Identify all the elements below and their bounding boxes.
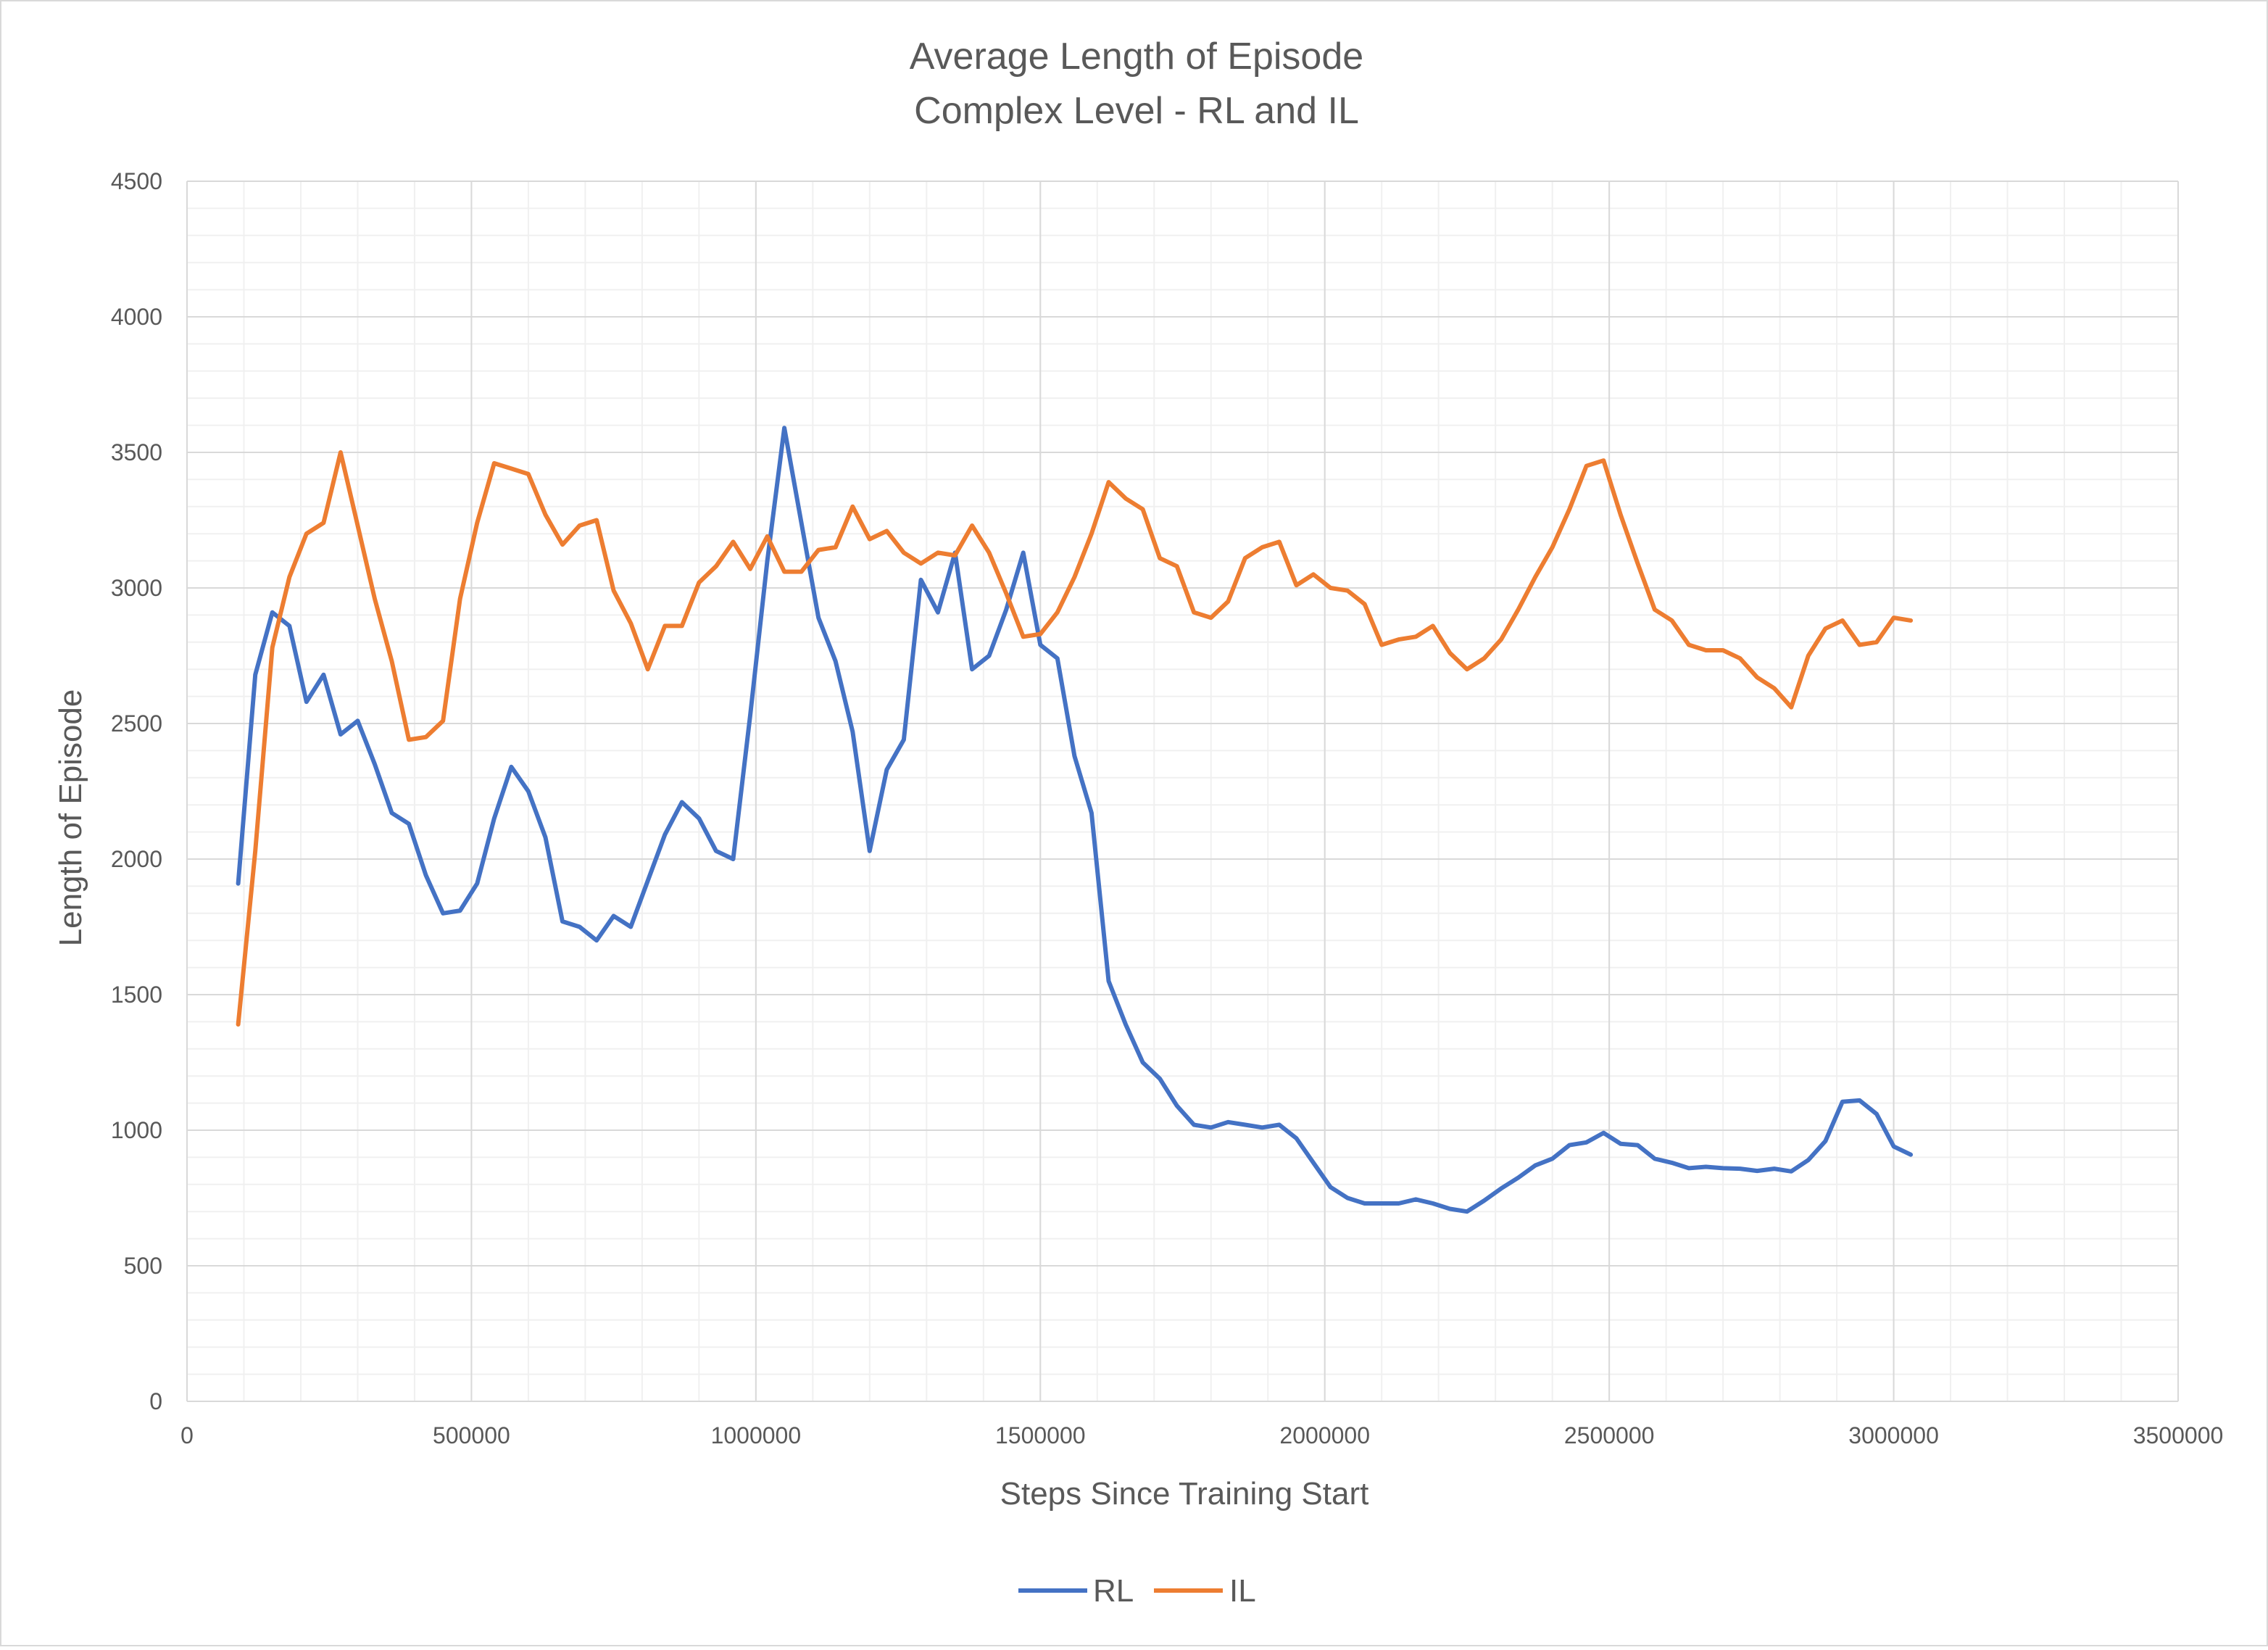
- y-tick-label: 500: [124, 1253, 162, 1279]
- x-tick-label: 1000000: [711, 1422, 802, 1448]
- y-tick-label: 1500: [111, 982, 162, 1008]
- y-axis-title: Length of Episode: [53, 689, 88, 947]
- x-axis-title: Steps Since Training Start: [1000, 1476, 1369, 1512]
- chart-title: Average Length of Episode: [910, 36, 1363, 78]
- y-tick-label: 2500: [111, 710, 162, 737]
- y-tick-label: 3500: [111, 439, 162, 465]
- x-tick-label: 0: [180, 1422, 194, 1448]
- x-tick-label: 2000000: [1279, 1422, 1370, 1448]
- x-tick-label: 3000000: [1848, 1422, 1939, 1448]
- y-tick-label: 4500: [111, 168, 162, 194]
- major-gridlines: [186, 181, 2179, 1402]
- y-tick-label: 3000: [111, 575, 162, 601]
- tick-labels: 0 500000 1000000 1500000 2000000 2500000 30000…: [111, 168, 2223, 1448]
- legend: RL IL: [1018, 1573, 1256, 1609]
- y-tick-label: 4000: [111, 304, 162, 330]
- x-tick-label: 2500000: [1564, 1422, 1655, 1448]
- series-layer: [236, 426, 1914, 1214]
- x-tick-label: 500000: [433, 1422, 510, 1448]
- series-line-rl: [236, 426, 1914, 1214]
- y-tick-label: 1000: [111, 1117, 162, 1143]
- x-tick-label: 3500000: [2133, 1422, 2224, 1448]
- legend-label-rl: RL: [1093, 1573, 1134, 1609]
- legend-label-il: IL: [1229, 1573, 1256, 1609]
- y-tick-label: 2000: [111, 846, 162, 872]
- chart-subtitle: Complex Level - RL and IL: [914, 90, 1359, 132]
- series-line-il: [236, 450, 1914, 1027]
- y-tick-label: 0: [149, 1388, 162, 1414]
- x-tick-label: 1500000: [995, 1422, 1086, 1448]
